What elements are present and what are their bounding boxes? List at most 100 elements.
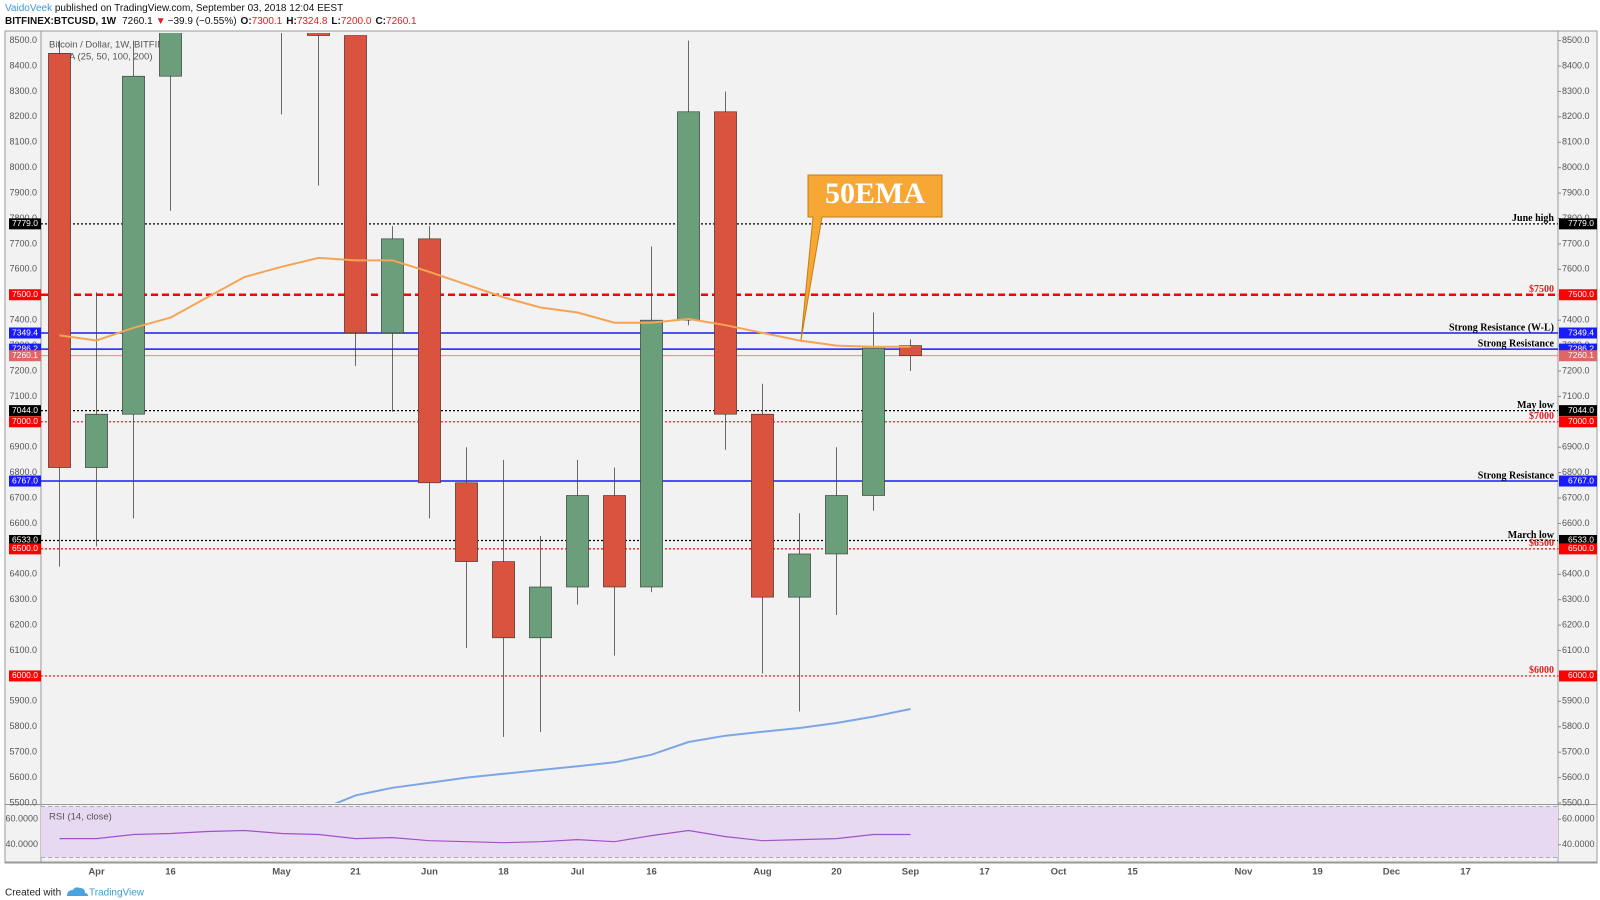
ohlc-key: C: — [375, 16, 386, 27]
x-tick-label: Aug — [753, 867, 772, 878]
x-tick-label: Apr — [88, 867, 105, 878]
price-label-box-right — [1559, 327, 1597, 339]
price-label-box-right — [1559, 416, 1597, 428]
level-note: $7000 — [1529, 411, 1554, 422]
rsi-pane — [41, 806, 1558, 858]
price-label-box-right — [1559, 405, 1597, 417]
y-tick-label-right: 7400.0 — [1562, 315, 1590, 325]
y-tick-label: 7600.0 — [9, 264, 37, 274]
callout-text: 50EMA — [825, 177, 925, 210]
x-tick-label: Oct — [1051, 867, 1068, 878]
x-tick-label: 16 — [165, 867, 176, 878]
rsi-tick-label: 60.0000 — [5, 814, 38, 824]
footer-brand[interactable]: TradingView — [89, 888, 145, 899]
y-tick-label-right: 6700.0 — [1562, 492, 1590, 502]
level-note: May low — [1517, 400, 1555, 411]
y-tick-label: 8500.0 — [9, 35, 37, 45]
y-tick-label-right: 6100.0 — [1562, 645, 1590, 655]
author[interactable]: VaidoVeek — [5, 3, 53, 14]
y-tick-label: 6200.0 — [9, 619, 37, 629]
y-tick-label: 6400.0 — [9, 569, 37, 579]
level-note: Strong Resistance — [1478, 338, 1555, 349]
change: −39.9 (−0.55%) — [168, 16, 237, 27]
x-tick-label: Dec — [1383, 867, 1400, 878]
candle-body — [751, 413, 774, 598]
y-tick-label-right: 7900.0 — [1562, 187, 1590, 197]
publish-info: published on TradingView.com, September … — [52, 3, 343, 14]
rsi-line — [59, 829, 911, 844]
y-tick-label-right: 6600.0 — [1562, 518, 1590, 528]
price-label: 7286.2 — [12, 343, 38, 353]
candle-body — [899, 345, 922, 357]
x-tick-label: 19 — [1312, 867, 1323, 878]
level-note: Strong Resistance — [1478, 470, 1555, 481]
price-label: 7349.4 — [12, 327, 38, 337]
change-arrow: ▼ — [156, 16, 166, 27]
price-label-right: 7000.0 — [1568, 416, 1594, 426]
price-label-box-right — [1559, 218, 1597, 230]
y-tick-label: 6600.0 — [9, 518, 37, 528]
y-tick-label-right: 5500.0 — [1562, 797, 1590, 807]
candle-body — [455, 482, 478, 562]
ema-line — [59, 256, 911, 348]
level-note: March low — [1508, 530, 1555, 541]
y-tick-label: 8400.0 — [9, 60, 37, 70]
x-tick-label: May — [272, 867, 291, 878]
price-label: 6533.0 — [12, 535, 38, 545]
price-label: 7500.0 — [12, 289, 38, 299]
y-tick-label-right: 7200.0 — [1562, 365, 1590, 375]
price-label-right: 7044.0 — [1568, 405, 1594, 415]
candle-body — [640, 319, 663, 588]
y-tick-label-right: 5700.0 — [1562, 747, 1590, 757]
price-label: 6767.0 — [12, 475, 38, 485]
y-tick-label: 5800.0 — [9, 721, 37, 731]
y-tick-label-right: 8100.0 — [1562, 137, 1590, 147]
price-label-right: 6500.0 — [1568, 543, 1594, 553]
x-tick-label: Jun — [421, 867, 438, 878]
ohlc-key: H: — [286, 16, 297, 27]
y-tick-label: 7900.0 — [9, 187, 37, 197]
candle-body — [85, 413, 108, 468]
y-tick-label-right: 8200.0 — [1562, 111, 1590, 121]
candle-body — [418, 238, 441, 484]
price-label-box — [9, 416, 41, 428]
y-tick-label: 5600.0 — [9, 772, 37, 782]
price-label: 7260.1 — [12, 350, 38, 360]
y-tick-label-right: 6300.0 — [1562, 594, 1590, 604]
price-label-box-right — [1559, 543, 1597, 555]
level-note: $7500 — [1529, 284, 1554, 295]
price-label-box-right — [1559, 350, 1597, 362]
price-label-box — [9, 475, 41, 487]
y-tick-label: 5900.0 — [9, 696, 37, 706]
y-tick-label: 7700.0 — [9, 238, 37, 248]
x-tick-label: 17 — [1460, 867, 1471, 878]
price-label-box — [9, 327, 41, 339]
symbol-line: BITFINEX:BTCUSD, 1W 7260.1 ▼ −39.9 (−0.55%)… — [5, 16, 417, 27]
rsi-tick-label-right: 60.0000 — [1562, 814, 1595, 824]
price-pane — [41, 33, 1558, 803]
candle-body — [492, 561, 515, 639]
x-tick-label: 21 — [350, 867, 361, 878]
price-label-box-right — [1559, 475, 1597, 487]
price-label-right: 7260.1 — [1568, 350, 1594, 360]
y-tick-label: 7100.0 — [9, 391, 37, 401]
x-tick-label: 20 — [831, 867, 842, 878]
price-label-box-right — [1559, 343, 1597, 355]
ema-line — [334, 708, 911, 803]
x-tick-label: 17 — [979, 867, 990, 878]
price-label-right: 6533.0 — [1568, 535, 1594, 545]
rsi-tick-label: 40.0000 — [5, 839, 38, 849]
rsi-band — [41, 806, 1558, 858]
y-tick-label: 8300.0 — [9, 86, 37, 96]
y-tick-label: 7800.0 — [9, 213, 37, 223]
level-note: Strong Resistance (W-L) — [1449, 322, 1554, 333]
level-note: June high — [1512, 213, 1554, 224]
price-label-right: 7500.0 — [1568, 289, 1594, 299]
x-tick-label: 16 — [646, 867, 657, 878]
y-tick-label: 8200.0 — [9, 111, 37, 121]
price-label: 7779.0 — [12, 218, 38, 228]
price-label-right: 7349.4 — [1568, 327, 1594, 337]
candle-body — [122, 75, 145, 415]
y-tick-label: 6100.0 — [9, 645, 37, 655]
price-label-right: 7779.0 — [1568, 218, 1594, 228]
